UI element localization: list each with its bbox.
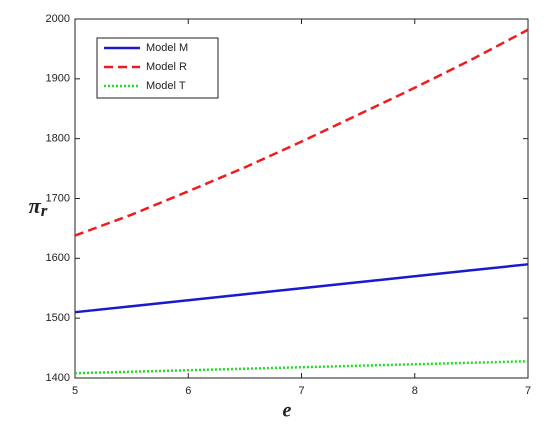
y-label-subscript: r bbox=[41, 201, 48, 220]
x-tick-label: 5 bbox=[72, 385, 78, 397]
series-line bbox=[74, 263, 529, 314]
x-tick-label: 6 bbox=[185, 385, 191, 397]
y-axis-label: πr bbox=[29, 193, 48, 220]
y-tick-label: 1400 bbox=[46, 372, 70, 384]
x-tick-label: 7 bbox=[298, 385, 304, 397]
y-tick-label: 1700 bbox=[46, 192, 70, 204]
y-label-symbol: π bbox=[29, 193, 42, 218]
y-tick-label: 1500 bbox=[46, 312, 70, 324]
y-tick-label: 2000 bbox=[46, 13, 70, 25]
y-tick-label: 1800 bbox=[46, 133, 70, 145]
legend-label: Model T bbox=[146, 80, 186, 92]
series-line bbox=[74, 359, 529, 375]
series-line bbox=[74, 28, 529, 237]
x-tick-label: 7 bbox=[525, 385, 531, 397]
legend-label: Model M bbox=[146, 42, 188, 54]
legend-label: Model R bbox=[146, 61, 187, 73]
x-axis-label: e bbox=[283, 400, 292, 422]
x-tick-label: 8 bbox=[412, 385, 418, 397]
y-tick-label: 1600 bbox=[46, 252, 70, 264]
y-tick-label: 1900 bbox=[46, 73, 70, 85]
